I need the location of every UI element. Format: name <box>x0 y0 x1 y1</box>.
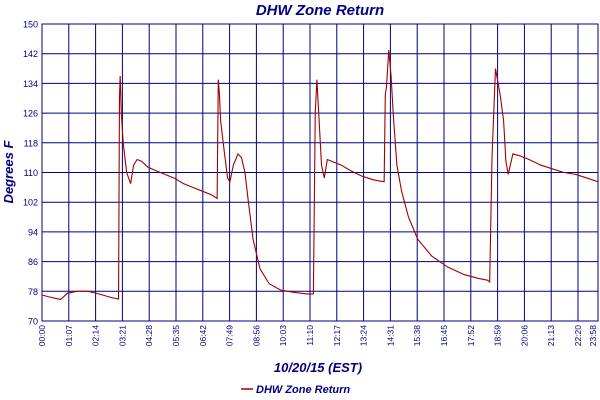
x-tick-label: 15:38 <box>412 325 422 347</box>
x-tick-label: 04:28 <box>144 325 154 347</box>
x-tick-label: 08:56 <box>251 325 261 347</box>
x-tick-label: 21:13 <box>546 325 556 347</box>
y-tick-label: 102 <box>23 198 38 208</box>
x-tick-label: 10:03 <box>278 325 288 347</box>
y-tick-label: 126 <box>23 109 38 119</box>
x-tick-label: 00:00 <box>37 325 47 347</box>
x-tick-label: 20:06 <box>519 325 529 347</box>
y-tick-label: 110 <box>24 168 38 178</box>
x-tick-label: 11:10 <box>305 325 315 346</box>
x-tick-label: 22:20 <box>573 325 583 347</box>
x-tick-label: 17:52 <box>466 325 476 347</box>
x-tick-labels: 00:00 01:07 02:14 03:21 04:28 05:35 06:42 07:49… <box>37 325 600 347</box>
plot-area-border <box>41 23 599 322</box>
y-tick-label: 118 <box>24 138 38 148</box>
legend-label: DHW Zone Return <box>256 384 350 396</box>
y-tick-labels: 70 78 86 94 102 110 118 126 134 142 150 <box>23 20 38 327</box>
x-axis-label: 10/20/15 (EST) <box>274 360 362 375</box>
x-tick-label: 03:21 <box>117 325 127 347</box>
y-tick-label: 94 <box>28 227 38 237</box>
x-tick-label: 13:24 <box>359 325 369 347</box>
x-tick-label: 05:35 <box>171 325 181 347</box>
x-tick-label: 06:42 <box>198 325 208 347</box>
series-line-dhw-zone-return <box>41 49 599 301</box>
x-tick-label: 01:07 <box>64 325 74 347</box>
y-tick-label: 134 <box>23 79 38 89</box>
y-tick-label: 70 <box>28 317 38 327</box>
y-tick-label: 150 <box>23 20 38 30</box>
x-tick-label: 12:17 <box>332 325 342 347</box>
chart-title: DHW Zone Return <box>256 2 384 19</box>
x-tick-label: 16:45 <box>439 325 449 347</box>
y-tick-label: 142 <box>23 49 38 59</box>
grid-lines <box>42 23 598 322</box>
x-tick-label: 02:14 <box>91 325 101 347</box>
x-tick-label: 07:49 <box>225 325 235 347</box>
x-tick-label: 14:31 <box>385 325 395 347</box>
y-tick-label: 78 <box>28 287 38 297</box>
x-tick-label: 18:59 <box>493 325 503 347</box>
y-axis-label: Degrees F <box>1 140 16 204</box>
y-tick-label: 86 <box>28 257 38 267</box>
x-tick-label: 23:58 <box>588 325 598 347</box>
